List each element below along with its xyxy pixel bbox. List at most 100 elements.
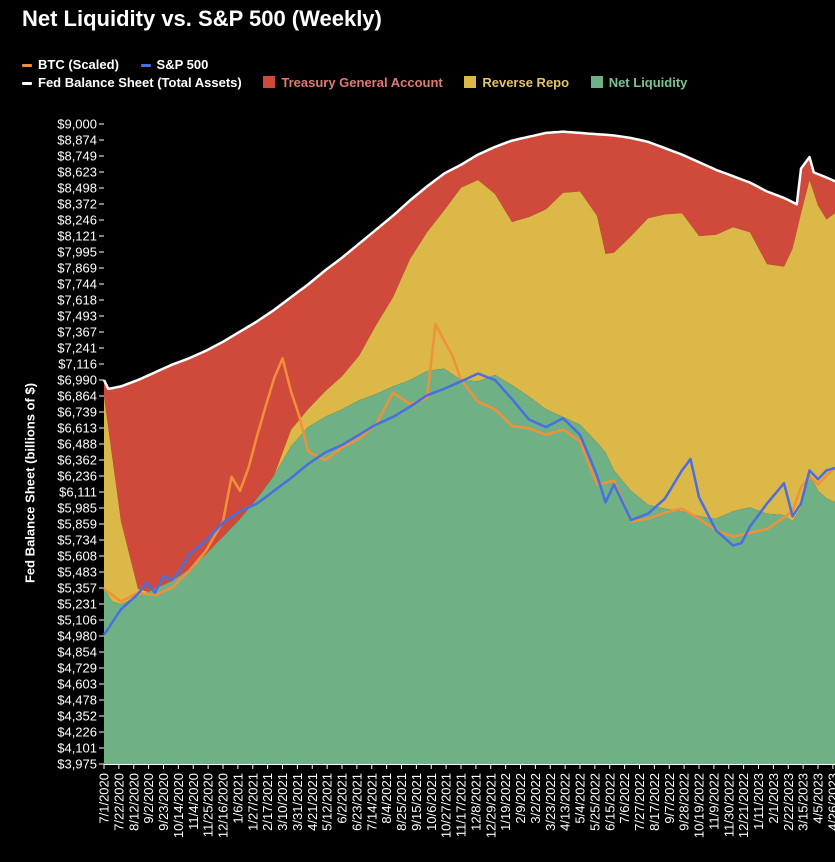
y-tick-label: $8,874 bbox=[57, 133, 97, 148]
legend-fed-label: Fed Balance Sheet (Total Assets) bbox=[38, 75, 242, 90]
x-tick-label: 3/10/2021 bbox=[275, 773, 290, 831]
y-tick-label: $5,483 bbox=[57, 565, 97, 580]
x-tick-label: 7/27/2022 bbox=[632, 773, 647, 831]
x-tick-label: 7/22/2020 bbox=[111, 773, 126, 831]
x-tick-label: 6/23/2021 bbox=[349, 773, 364, 831]
y-tick-label: $6,236 bbox=[57, 469, 97, 484]
x-tick-label: 8/17/2022 bbox=[647, 773, 662, 831]
x-tick-label: 6/15/2022 bbox=[602, 773, 617, 831]
x-tick-label: 12/21/2022 bbox=[736, 773, 751, 838]
net-liquidity-area bbox=[104, 368, 835, 764]
tga-area bbox=[104, 131, 835, 594]
x-tick-label: 2/1/2023 bbox=[766, 773, 781, 824]
x-tick-label: 8/25/2021 bbox=[394, 773, 409, 831]
x-tick-label: 3/2/2022 bbox=[528, 773, 543, 824]
x-tick-label: 3/23/2022 bbox=[543, 773, 558, 831]
x-tick-label: 4/5/2023 bbox=[811, 773, 826, 824]
x-tick-label: 11/17/2021 bbox=[454, 773, 469, 837]
legend-netliq[interactable]: Net Liquidity bbox=[590, 75, 687, 90]
legend-btc-swatch bbox=[22, 64, 32, 68]
legend-fed-swatch bbox=[22, 82, 32, 86]
y-tick-label: $6,990 bbox=[57, 373, 97, 388]
y-tick-label: $7,493 bbox=[57, 309, 97, 324]
x-tick-label: 5/25/2022 bbox=[587, 773, 602, 831]
y-tick-label: $8,749 bbox=[57, 149, 97, 164]
x-tick-label: 4/21/2021 bbox=[305, 773, 320, 831]
y-tick-label: $7,116 bbox=[58, 357, 97, 372]
legend-btc[interactable]: BTC (Scaled) bbox=[22, 57, 119, 72]
fed-balance-sheet-line bbox=[102, 130, 835, 391]
btc-line bbox=[103, 322, 835, 603]
x-tick-label: 12/29/2021 bbox=[483, 773, 498, 838]
x-tick-label: 2/9/2022 bbox=[513, 773, 528, 824]
x-tick-label: 9/23/2020 bbox=[156, 773, 171, 831]
x-tick-label: 11/30/2022 bbox=[721, 773, 736, 837]
y-tick-label: $5,106 bbox=[57, 613, 97, 628]
x-tick-label: 1/6/2021 bbox=[230, 773, 245, 824]
legend-sp500-label: S&P 500 bbox=[156, 57, 209, 72]
x-axis-ticks: 7/1/2020 7/22/2020 8/12/2020 9/2/2020 9/23/2… bbox=[97, 764, 835, 838]
x-tick-label: 8/4/2021 bbox=[379, 773, 394, 824]
legend-netliq-swatch bbox=[590, 76, 603, 88]
y-tick-label: $7,367 bbox=[57, 325, 97, 340]
x-tick-label: 10/14/2020 bbox=[171, 773, 186, 838]
y-tick-label: $7,618 bbox=[57, 293, 97, 308]
legend-btc-label: BTC (Scaled) bbox=[38, 57, 119, 72]
reverse-repo-area bbox=[104, 180, 835, 605]
areas-layer bbox=[104, 131, 835, 764]
x-tick-label: 9/28/2022 bbox=[677, 773, 692, 831]
y-tick-label: $4,226 bbox=[57, 725, 97, 740]
y-tick-label: $4,101 bbox=[57, 741, 97, 756]
y-tick-label: $8,372 bbox=[57, 197, 97, 212]
y-tick-label: $8,623 bbox=[57, 165, 97, 180]
x-tick-label: 4/26/2023 bbox=[825, 773, 835, 831]
legend-row-1: BTC (Scaled) S&P 500 bbox=[22, 57, 226, 72]
legend-row-2: Fed Balance Sheet (Total Assets) Treasur… bbox=[22, 75, 705, 90]
x-tick-label: 7/1/2020 bbox=[97, 773, 112, 824]
x-tick-label: 5/4/2022 bbox=[573, 773, 588, 824]
y-tick-label: $5,357 bbox=[57, 581, 97, 596]
x-tick-label: 11/25/2020 bbox=[201, 773, 216, 837]
x-tick-label: 9/15/2021 bbox=[409, 773, 424, 831]
x-tick-label: 1/11/2023 bbox=[751, 773, 766, 830]
x-tick-label: 9/7/2022 bbox=[662, 773, 677, 824]
y-tick-label: $5,734 bbox=[57, 533, 97, 548]
legend-rrp-label: Reverse Repo bbox=[482, 75, 570, 90]
x-tick-label: 8/12/2020 bbox=[126, 773, 141, 831]
x-tick-label: 3/31/2021 bbox=[290, 773, 305, 831]
y-tick-label: $6,362 bbox=[57, 453, 97, 468]
y-tick-label: $4,854 bbox=[57, 645, 97, 660]
y-tick-label: $8,498 bbox=[57, 181, 97, 196]
legend-tga-label: Treasury General Account bbox=[281, 75, 443, 90]
x-tick-label: 5/12/2021 bbox=[320, 773, 335, 831]
x-tick-label: 2/22/2023 bbox=[781, 773, 796, 831]
legend-tga[interactable]: Treasury General Account bbox=[263, 75, 443, 90]
y-tick-label: $7,869 bbox=[57, 261, 97, 276]
y-tick-label: $9,000 bbox=[57, 117, 97, 132]
x-tick-label: 9/2/2020 bbox=[141, 773, 156, 824]
y-tick-label: $6,864 bbox=[57, 389, 97, 404]
legend-rrp[interactable]: Reverse Repo bbox=[464, 75, 569, 90]
x-tick-label: 12/16/2020 bbox=[216, 773, 231, 838]
x-tick-label: 1/19/2022 bbox=[498, 773, 513, 831]
x-tick-label: 7/6/2022 bbox=[617, 773, 632, 824]
x-tick-label: 12/8/2021 bbox=[468, 773, 483, 831]
legend-sp500[interactable]: S&P 500 bbox=[140, 57, 209, 72]
legend-fed[interactable]: Fed Balance Sheet (Total Assets) bbox=[22, 75, 242, 90]
y-tick-label: $8,121 bbox=[57, 229, 97, 244]
x-tick-label: 11/4/2020 bbox=[186, 773, 201, 830]
x-tick-label: 3/15/2023 bbox=[796, 773, 811, 831]
y-tick-label: $4,729 bbox=[57, 661, 97, 676]
legend-tga-swatch bbox=[263, 76, 276, 88]
x-tick-label: 7/14/2021 bbox=[364, 773, 379, 831]
x-tick-label: 10/6/2021 bbox=[424, 773, 439, 831]
x-tick-label: 10/19/2022 bbox=[692, 773, 707, 838]
y-tick-label: $7,744 bbox=[57, 277, 97, 292]
x-tick-label: 6/2/2021 bbox=[335, 773, 350, 824]
y-tick-label: $4,478 bbox=[57, 693, 97, 708]
sp500-line bbox=[102, 372, 835, 636]
x-tick-label: 2/17/2021 bbox=[260, 773, 275, 831]
y-tick-label: $4,980 bbox=[57, 629, 97, 644]
y-tick-label: $6,111 bbox=[59, 485, 97, 500]
